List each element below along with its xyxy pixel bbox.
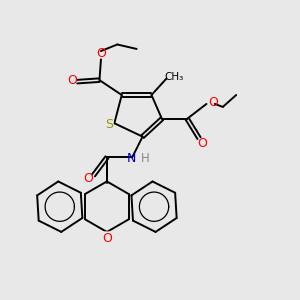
Text: H: H [141,152,150,165]
Text: N: N [127,152,136,165]
Text: S: S [105,118,113,131]
Text: O: O [208,96,218,109]
Text: O: O [83,172,93,185]
Text: CH₃: CH₃ [164,72,183,82]
Text: O: O [197,137,207,150]
Text: O: O [67,74,77,87]
Text: O: O [96,47,106,61]
Text: O: O [102,232,112,245]
